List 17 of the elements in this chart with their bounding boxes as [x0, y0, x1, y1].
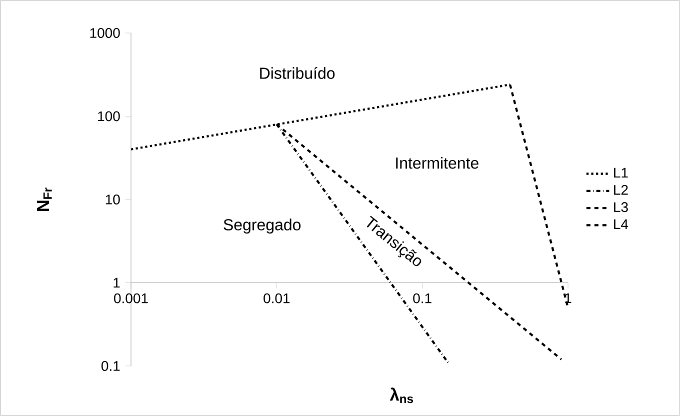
y-tick-label: 1000 [90, 28, 120, 38]
y-tick-label: 100 [98, 111, 120, 122]
annotation: Distribuído [260, 66, 335, 79]
legend-label: L1 [614, 168, 628, 178]
y-tick-label: 1 [114, 278, 120, 288]
legend-label: L4 [614, 219, 628, 229]
annotation: Segregado [224, 218, 301, 234]
x-tick-label: 0.1 [413, 293, 432, 304]
x-tick-label: 0.001 [114, 293, 148, 304]
annotation: Intermitente [396, 156, 478, 169]
legend-label: L2 [614, 184, 628, 195]
legend-label: L3 [614, 202, 628, 212]
y-tick-label: 0.1 [101, 361, 120, 371]
y-tick-label: 10 [106, 194, 120, 204]
x-axis-title: λ$_{ns}$ [390, 388, 414, 404]
y-axis-title: N$_{Fr}$ [37, 188, 52, 211]
x-tick-label: 0.01 [264, 293, 290, 304]
